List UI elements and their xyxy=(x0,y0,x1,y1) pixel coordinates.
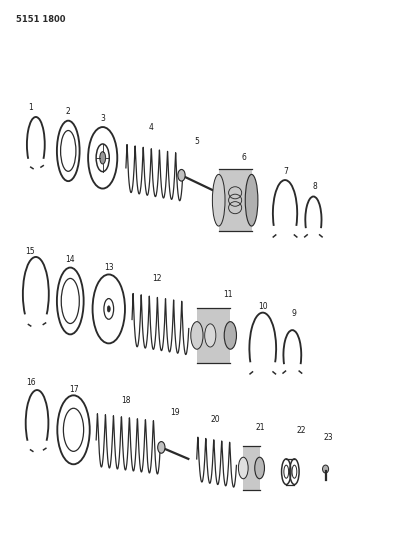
Text: 6: 6 xyxy=(241,153,246,162)
Ellipse shape xyxy=(255,457,264,479)
Ellipse shape xyxy=(100,152,106,164)
Text: 7: 7 xyxy=(284,166,288,175)
Ellipse shape xyxy=(238,457,248,479)
FancyBboxPatch shape xyxy=(219,169,252,231)
Text: 8: 8 xyxy=(312,182,317,191)
Text: 3: 3 xyxy=(100,114,105,123)
Ellipse shape xyxy=(107,306,110,312)
Ellipse shape xyxy=(323,465,328,473)
Text: 9: 9 xyxy=(292,309,297,318)
Text: 20: 20 xyxy=(210,415,220,424)
Text: 11: 11 xyxy=(224,290,233,299)
Ellipse shape xyxy=(178,169,185,181)
Text: 17: 17 xyxy=(69,385,78,394)
Text: 12: 12 xyxy=(153,274,162,283)
Text: 18: 18 xyxy=(122,395,131,405)
Ellipse shape xyxy=(213,174,225,226)
Text: 16: 16 xyxy=(27,377,36,386)
Ellipse shape xyxy=(245,174,258,226)
Text: 1: 1 xyxy=(28,103,33,112)
Text: 22: 22 xyxy=(297,426,306,435)
Bar xyxy=(197,308,231,363)
Ellipse shape xyxy=(224,321,237,349)
Text: 5: 5 xyxy=(195,138,200,147)
Ellipse shape xyxy=(157,441,165,453)
Text: 13: 13 xyxy=(104,263,113,272)
Text: 5151 1800: 5151 1800 xyxy=(16,14,65,23)
Bar xyxy=(243,447,259,489)
Text: 10: 10 xyxy=(258,302,268,311)
Text: 14: 14 xyxy=(65,255,75,264)
Text: 2: 2 xyxy=(66,107,71,116)
Ellipse shape xyxy=(191,321,203,349)
Text: 4: 4 xyxy=(149,123,154,132)
Ellipse shape xyxy=(205,324,216,347)
Text: 19: 19 xyxy=(170,408,180,417)
Text: 23: 23 xyxy=(324,433,334,442)
Text: 21: 21 xyxy=(256,423,266,432)
Text: 15: 15 xyxy=(25,247,35,256)
